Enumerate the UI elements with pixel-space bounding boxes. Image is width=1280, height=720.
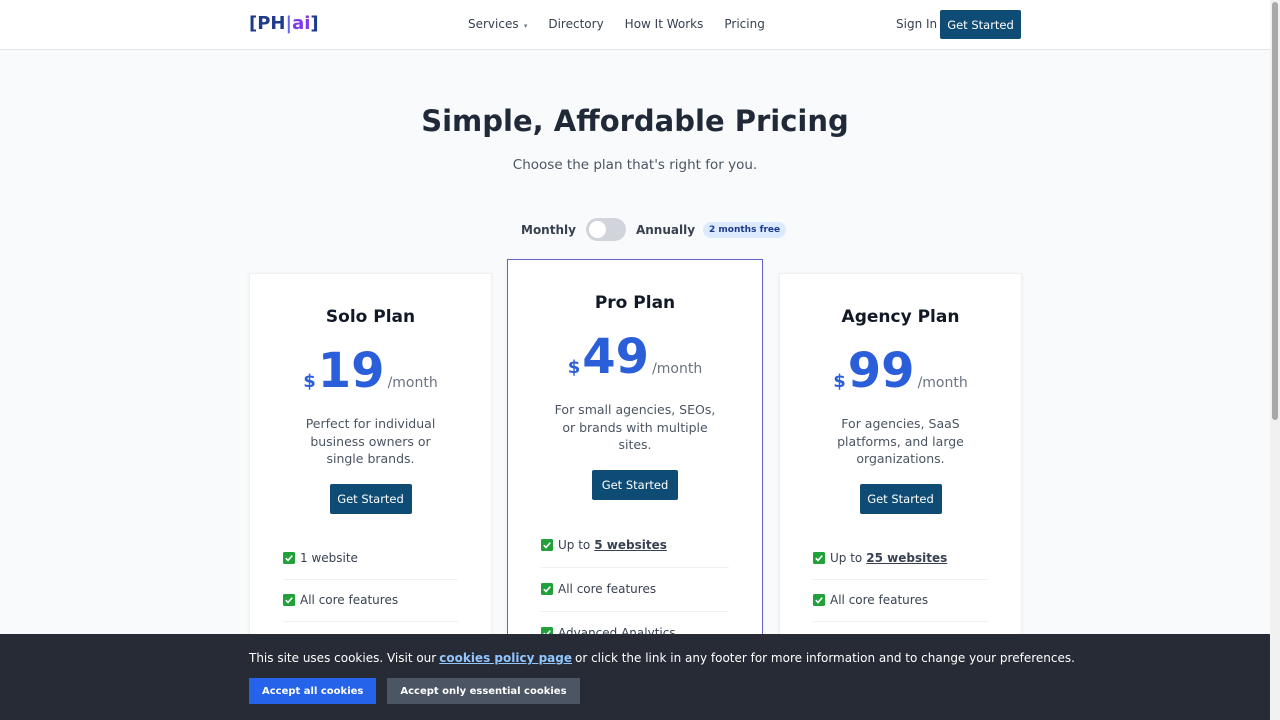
feature-highlight[interactable]: 25 websites xyxy=(866,551,948,565)
feature: All core features xyxy=(283,580,458,622)
price-period: /month xyxy=(652,361,703,377)
accept-all[interactable]: Accept all cookies xyxy=(249,678,377,704)
switch[interactable] xyxy=(585,218,626,241)
plan-card: Solo Plan $19/month Perfect for individual… xyxy=(249,273,492,693)
feature-highlight[interactable]: 5 websites xyxy=(594,538,667,552)
page-subtitle: Choose the plan that's right for you. xyxy=(512,157,758,173)
toggle-label[interactable]: Annually xyxy=(635,222,696,237)
logo-part: [PH xyxy=(249,13,286,34)
plan-description: For small agencies, SEOs, or brands with… xyxy=(554,402,716,452)
sign-in[interactable]: Sign In xyxy=(896,17,938,31)
page-title: Simple, Affordable Pricing xyxy=(421,104,849,138)
price-amount: 49 xyxy=(582,329,650,385)
badge: 2 months free xyxy=(703,221,787,238)
feature: 1 website xyxy=(283,538,458,580)
price-amount: 99 xyxy=(847,343,915,399)
currency: $ xyxy=(303,371,316,392)
accept-essential[interactable]: Accept only essential cookies xyxy=(387,678,580,704)
feature: All core features xyxy=(541,568,729,612)
plan-cta[interactable]: Get Started xyxy=(329,483,412,514)
nav-cta[interactable]: Get Started xyxy=(940,10,1021,39)
plan-price: $99/month xyxy=(833,345,967,397)
plan-name: Agency Plan xyxy=(841,307,960,327)
plan-cta[interactable]: Get Started xyxy=(592,469,678,500)
price-period: /month xyxy=(387,375,438,391)
check-icon xyxy=(283,594,295,606)
nav-link[interactable]: Pricing xyxy=(724,17,765,31)
nav-links: Services Directory How It Works Pricing xyxy=(468,17,765,31)
logo-part: ai xyxy=(292,13,311,34)
text: or click the link in any footer for more… xyxy=(574,651,1075,665)
nav-link[interactable]: How It Works xyxy=(624,17,704,31)
feature: Up to 5 websites xyxy=(541,524,729,568)
billing-toggle: Monthly Annually 2 months free xyxy=(521,218,787,241)
check-icon xyxy=(813,594,825,606)
feature: All core features xyxy=(813,580,988,622)
logo[interactable]: [PH|ai] xyxy=(249,13,319,34)
scrollbar xyxy=(1270,0,1280,720)
plan-description: Perfect for individual business owners o… xyxy=(305,416,436,466)
feature-text: All core features xyxy=(300,593,399,607)
cookie-banner: This site uses cookies. Visit our cookies… xyxy=(0,634,1270,720)
plan-name: Pro Plan xyxy=(594,293,676,313)
currency: $ xyxy=(833,371,846,392)
feature-text: Up to xyxy=(558,538,591,552)
nav-link[interactable]: Services xyxy=(468,17,527,31)
cookie-buttons: Accept all cookies Accept only essential… xyxy=(249,678,580,704)
feature-text: All core features xyxy=(558,582,657,596)
text: This site uses cookies. Visit our xyxy=(249,651,437,665)
plan-price: $19/month xyxy=(303,345,437,397)
currency: $ xyxy=(567,357,581,378)
plan-price: $49/month xyxy=(568,331,702,383)
feature-text: All core features xyxy=(830,593,929,607)
toggle-label[interactable]: Monthly xyxy=(521,222,576,237)
feature: Up to 25 websites xyxy=(813,538,988,580)
check-icon xyxy=(541,539,553,551)
plan-name: Solo Plan xyxy=(325,307,416,327)
check-icon xyxy=(541,583,553,595)
price-period: /month xyxy=(917,375,968,391)
navbar: [PH|ai] Services Directory How It Works Pri… xyxy=(0,0,1270,50)
plan-card: Agency Plan $99/month For agencies, SaaS p… xyxy=(779,273,1022,693)
nav-link[interactable]: Directory xyxy=(548,17,604,31)
plan-cta[interactable]: Get Started xyxy=(859,483,942,514)
logo-part: ] xyxy=(310,13,319,34)
feature-text: Up to xyxy=(830,551,863,565)
logo-part: | xyxy=(285,13,293,34)
cookie-link[interactable]: cookies policy page xyxy=(439,651,572,665)
plan-card: Pro Plan $49/month For small agencies, SEO… xyxy=(507,259,763,699)
check-icon xyxy=(813,552,825,564)
cookie-text: This site uses cookies. Visit our cookies… xyxy=(249,651,1075,665)
price-amount: 19 xyxy=(317,343,385,399)
check-icon xyxy=(283,552,295,564)
feature-text: 1 website xyxy=(300,551,358,565)
plan-description: For agencies, SaaS platforms, and large … xyxy=(837,416,964,466)
